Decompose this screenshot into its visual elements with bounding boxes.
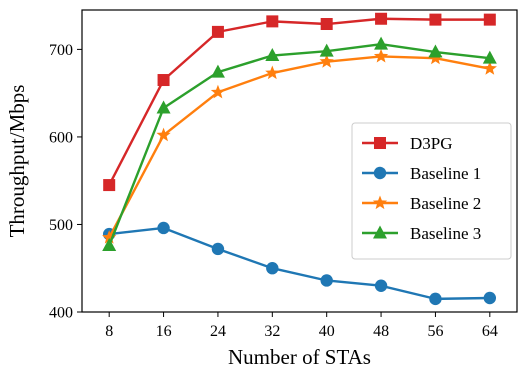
- y-axis-label: Throughput/Mbps: [5, 85, 29, 238]
- legend-label: Baseline 1: [410, 164, 481, 183]
- legend-marker: [373, 225, 387, 239]
- legend-item-baseline-3: Baseline 3: [362, 224, 481, 243]
- series-d3pg: [103, 12, 496, 192]
- data-point-d3pg: [320, 18, 333, 31]
- x-tick-label: 16: [156, 323, 172, 340]
- data-point-d3pg: [429, 13, 442, 26]
- legend-marker: [372, 195, 388, 210]
- data-point-baseline-1: [429, 292, 442, 306]
- series-line-baseline-3: [108, 42, 490, 246]
- series-line-baseline-1: [109, 226, 490, 301]
- series-line-baseline-2: [108, 55, 491, 239]
- legend-box: [351, 122, 512, 260]
- x-tick-label: 8: [105, 323, 113, 340]
- series-line-d3pg: [108, 17, 490, 186]
- x-tick-label: 40: [319, 323, 335, 340]
- y-tick-label: 600: [49, 129, 73, 146]
- x-tick-label: 64: [482, 323, 498, 340]
- plot-frame: [81, 9, 518, 313]
- series-baseline-1: [102, 221, 497, 306]
- data-point-baseline-3: [102, 237, 117, 251]
- data-point-baseline-2: [319, 54, 334, 68]
- legend-label: D3PG: [410, 134, 453, 153]
- legend-item-baseline-2: Baseline 2: [362, 194, 481, 213]
- data-point-baseline-2: [373, 48, 389, 63]
- data-point-d3pg: [266, 15, 279, 28]
- y-tick-label: 700: [49, 42, 73, 59]
- legend-label: Baseline 2: [410, 194, 481, 213]
- data-point-baseline-2: [482, 61, 497, 75]
- data-point-baseline-1: [266, 262, 279, 275]
- data-point-baseline-1: [483, 291, 497, 305]
- legend-label: Baseline 3: [410, 224, 481, 243]
- y-tick-label: 500: [49, 217, 73, 234]
- x-tick-label: 56: [427, 323, 443, 340]
- data-point-baseline-3: [428, 44, 443, 58]
- series-baseline-3: [102, 36, 497, 251]
- x-axis-label: Number of STAs: [228, 345, 371, 369]
- y-tick-label: 400: [49, 305, 73, 322]
- legend-item-d3pg: D3PG: [362, 134, 453, 153]
- data-point-d3pg: [157, 74, 170, 87]
- data-point-d3pg: [103, 179, 116, 192]
- data-point-baseline-3: [210, 64, 225, 78]
- data-point-baseline-3: [319, 43, 334, 57]
- data-point-baseline-2: [210, 84, 226, 99]
- data-point-baseline-2: [156, 127, 171, 142]
- legend: D3PG Baseline 1 Baseline 2 Baseline 3: [351, 122, 512, 260]
- data-point-baseline-1: [157, 221, 170, 235]
- x-tick-label: 24: [210, 323, 226, 340]
- data-point-baseline-3: [156, 100, 171, 114]
- data-point-baseline-3: [265, 48, 280, 62]
- data-point-baseline-3: [482, 50, 497, 64]
- data-point-baseline-2: [102, 230, 117, 244]
- data-point-baseline-1: [211, 242, 225, 256]
- legend-item-baseline-1: Baseline 1: [362, 164, 481, 183]
- x-tick-label: 32: [264, 323, 280, 340]
- data-point-baseline-1: [320, 274, 333, 287]
- data-point-d3pg: [211, 25, 224, 38]
- data-point-baseline-2: [265, 65, 280, 80]
- x-tick-label: 48: [373, 323, 389, 340]
- data-point-d3pg: [375, 12, 388, 25]
- legend-marker: [373, 166, 387, 180]
- legend-marker: [374, 137, 386, 149]
- data-point-d3pg: [483, 13, 496, 26]
- data-point-baseline-1: [374, 279, 388, 292]
- data-point-baseline-3: [374, 36, 389, 50]
